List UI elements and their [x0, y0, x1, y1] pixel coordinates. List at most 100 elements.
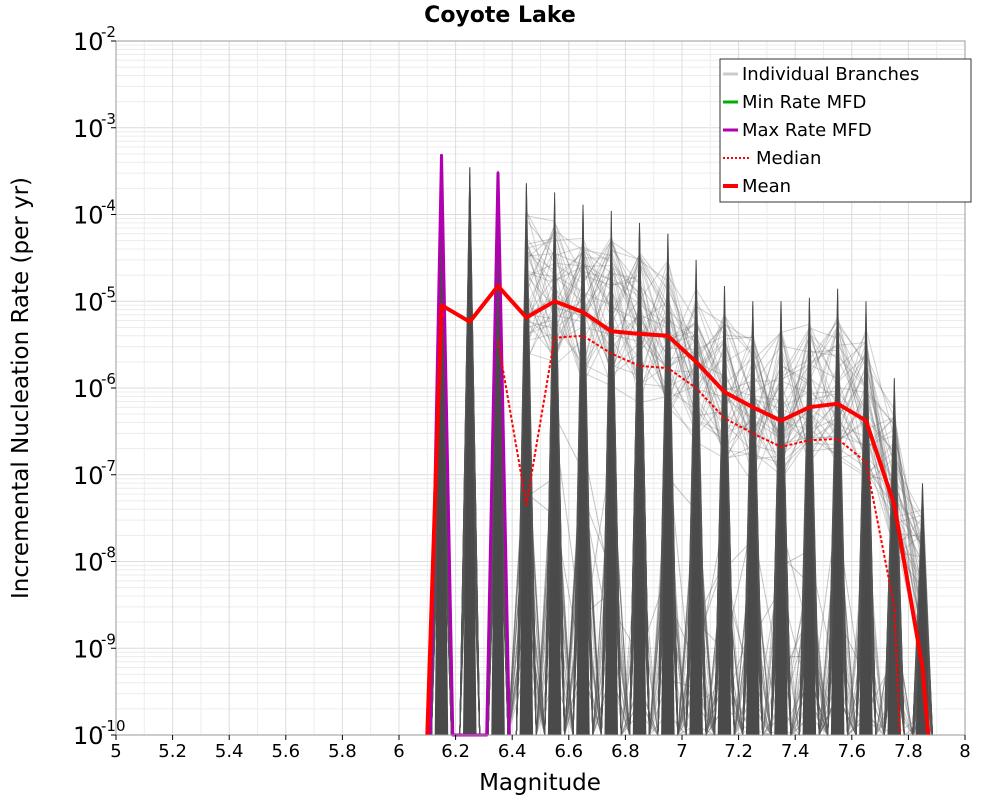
y-tick-label-exponent: -6 — [101, 370, 116, 388]
series-mean-line — [425, 284, 931, 736]
branch-line — [526, 237, 929, 736]
y-tick-label-exponent: -4 — [101, 197, 116, 215]
legend-box — [719, 58, 972, 203]
branch-line — [526, 251, 929, 736]
y-tick-label-base: 10 — [73, 115, 104, 143]
branch-line — [526, 249, 929, 736]
y-axis-label: Incremental Nucleation Rate (per yr) — [8, 177, 34, 599]
branch-line — [526, 240, 929, 736]
branch-line — [526, 237, 929, 736]
branch-line — [525, 262, 929, 736]
x-tick-label: 6 — [393, 741, 404, 762]
y-tick-label-exponent: -3 — [101, 110, 116, 128]
y-tick-label-base: 10 — [73, 375, 104, 403]
y-tick-label-base: 10 — [73, 202, 104, 230]
branch-line — [525, 229, 929, 736]
branch-line — [526, 249, 929, 736]
y-tick-label-exponent: -7 — [101, 457, 116, 475]
branch-line — [526, 219, 929, 736]
branch-line — [525, 221, 929, 736]
x-tick-label: 5.4 — [215, 741, 244, 762]
legend-label-max-rate-mfd: Max Rate MFD — [742, 120, 872, 141]
branch-line — [526, 245, 929, 736]
branch-line — [525, 289, 929, 736]
x-axis-label: Magnitude — [479, 770, 601, 796]
x-tick-label: 6.4 — [498, 741, 527, 762]
chart-title: Coyote Lake — [424, 3, 576, 28]
legend: Individual Branches Min Rate MFD Max Rate … — [719, 58, 972, 203]
branch-line — [431, 197, 933, 736]
x-tick-label: 5 — [110, 741, 121, 762]
branch-line — [431, 207, 933, 736]
x-tick-label: 7.6 — [837, 741, 866, 762]
branch-line — [525, 209, 929, 736]
branch-line — [525, 264, 929, 736]
branch-line — [526, 252, 929, 736]
branch-line — [525, 243, 929, 736]
x-tick-label: 7.8 — [894, 741, 923, 762]
branch-line — [526, 247, 929, 736]
branch-line — [525, 294, 929, 736]
branch-line — [526, 271, 929, 736]
branch-line — [526, 234, 929, 736]
branch-line — [525, 237, 929, 736]
branch-line — [525, 245, 929, 736]
branch-line — [431, 212, 933, 736]
y-tick-label-base: 10 — [73, 635, 104, 663]
branch-line — [525, 238, 929, 736]
branch-line — [526, 262, 929, 736]
branch-line — [431, 213, 923, 737]
grid — [115, 41, 966, 736]
x-tick-label: 5.2 — [158, 741, 187, 762]
x-tick-label: 8 — [959, 741, 970, 762]
y-tick-label-exponent: -9 — [101, 630, 116, 648]
branch-line — [526, 215, 929, 736]
branch-line — [525, 227, 929, 736]
x-tick-label: 7 — [676, 741, 687, 762]
y-tick-label-exponent: -10 — [101, 717, 126, 735]
branch-line — [525, 254, 929, 736]
branch-line — [525, 238, 929, 736]
branch-line — [431, 217, 933, 736]
y-tick-label-base: 10 — [73, 549, 104, 577]
x-tick-label: 6.6 — [554, 741, 583, 762]
branch-line — [431, 268, 933, 736]
branch-line — [526, 259, 929, 736]
x-tick-label: 6.2 — [441, 741, 470, 762]
branch-line — [526, 257, 929, 736]
branch-line — [431, 188, 933, 736]
x-ticks: 5 5.2 5.4 5.6 5.8 6 6.2 6.4 6.6 6.8 7 7.2 7.4 7.6 7.8 8 — [110, 735, 971, 762]
branch-line — [431, 176, 933, 737]
branch-line — [525, 223, 929, 736]
branch-line — [431, 228, 933, 736]
legend-label-mean: Mean — [742, 176, 791, 197]
branch-line — [525, 248, 929, 736]
y-tick-label-base: 10 — [73, 722, 104, 750]
branch-line — [525, 249, 929, 736]
branch-line — [431, 253, 933, 736]
x-tick-label: 5.6 — [271, 741, 300, 762]
branch-line — [431, 237, 933, 737]
y-tick-label-exponent: -8 — [101, 544, 116, 562]
series-median-line — [497, 334, 901, 736]
y-tick-label-exponent: -5 — [101, 283, 116, 301]
y-tick-label-base: 10 — [73, 28, 104, 56]
x-tick-label: 7.2 — [724, 741, 753, 762]
branch-line — [431, 260, 933, 736]
y-tick-label-base: 10 — [73, 462, 104, 490]
x-tick-label: 6.8 — [611, 741, 640, 762]
legend-label-median: Median — [756, 148, 821, 169]
branch-line — [525, 259, 929, 736]
x-tick-label: 5.8 — [328, 741, 357, 762]
x-tick-label: 7.4 — [781, 741, 810, 762]
y-tick-label-base: 10 — [73, 288, 104, 316]
branch-line — [431, 287, 933, 736]
legend-label-min-rate-mfd: Min Rate MFD — [742, 92, 866, 113]
branch-line — [431, 195, 933, 736]
branch-line — [526, 253, 929, 736]
y-tick-label-exponent: -2 — [101, 23, 116, 41]
legend-label-individual-branches: Individual Branches — [742, 64, 919, 85]
